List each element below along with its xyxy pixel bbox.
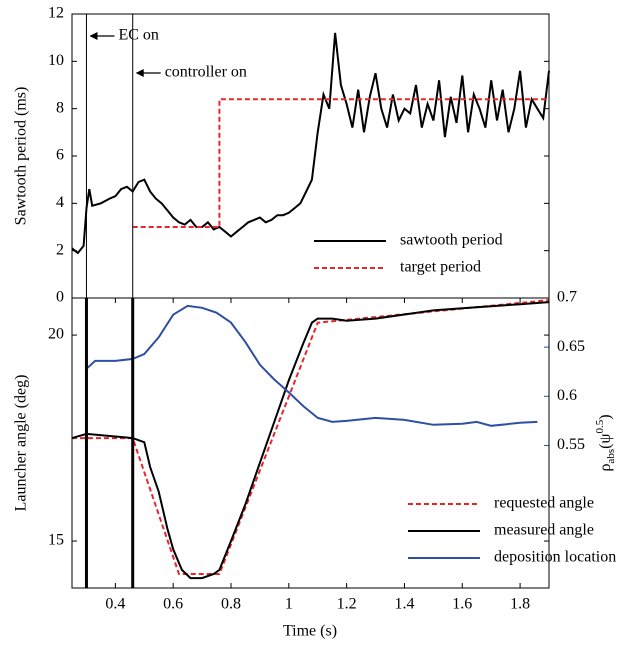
y-axis-label: Launcher angle (deg) (13, 375, 30, 512)
legend-label: target period (400, 259, 481, 276)
y-tick-label: 6 (56, 147, 64, 164)
y2-axis-label-part: 0.5 (594, 419, 606, 433)
x-tick-label: 0.8 (221, 596, 241, 613)
series-line (72, 299, 550, 575)
y-tick-label: 2 (56, 241, 64, 258)
y-tick-label: 10 (48, 52, 64, 69)
y2-axis-label-part: abs (605, 449, 617, 464)
series-line (71, 32, 550, 255)
x-tick-label: 1.8 (510, 596, 530, 613)
event-label: controller on (165, 64, 247, 81)
event-arrowhead (135, 69, 144, 77)
legend-label: requested angle (494, 495, 594, 512)
event-arrowhead (89, 32, 98, 40)
y2-tick-label: 0.65 (557, 338, 585, 355)
y2-tick-label: 0.7 (557, 289, 577, 306)
y2-axis-label-part: ρ (597, 464, 614, 472)
legend-label: deposition location (494, 549, 616, 566)
x-tick-label: 1 (285, 596, 293, 613)
plot-frame (71, 13, 550, 299)
x-tick-label: 1.4 (394, 596, 414, 613)
y-tick-label: 4 (56, 194, 64, 211)
y2-tick-label: 0.6 (557, 387, 577, 404)
legend-label: measured angle (494, 522, 594, 539)
series-line (85, 304, 538, 427)
event-label: EC on (118, 27, 158, 44)
y2-axis-label: ρabs(ψ0.5) (594, 414, 617, 471)
plot-frame (71, 297, 550, 589)
y-tick-label: 0 (56, 289, 64, 306)
x-tick-label: 1.6 (452, 596, 472, 613)
x-tick-label: 0.4 (105, 596, 125, 613)
y2-tick-label: 0.55 (557, 436, 585, 453)
y-tick-label: 15 (48, 532, 64, 549)
legend-label: sawtooth period (400, 232, 503, 249)
y2-axis-label-part: ) (597, 414, 614, 419)
series-line (132, 98, 549, 228)
y-tick-label: 20 (48, 326, 64, 343)
y-tick-label: 8 (56, 99, 64, 116)
y-tick-label: 12 (48, 5, 64, 22)
x-tick-label: 1.2 (337, 596, 357, 613)
series-line (71, 301, 550, 580)
y-axis-label: Sawtooth period (ms) (13, 87, 30, 226)
x-axis-label: Time (s) (283, 623, 337, 640)
y2-axis-label-part: (ψ (597, 434, 614, 449)
x-tick-label: 0.6 (163, 596, 183, 613)
